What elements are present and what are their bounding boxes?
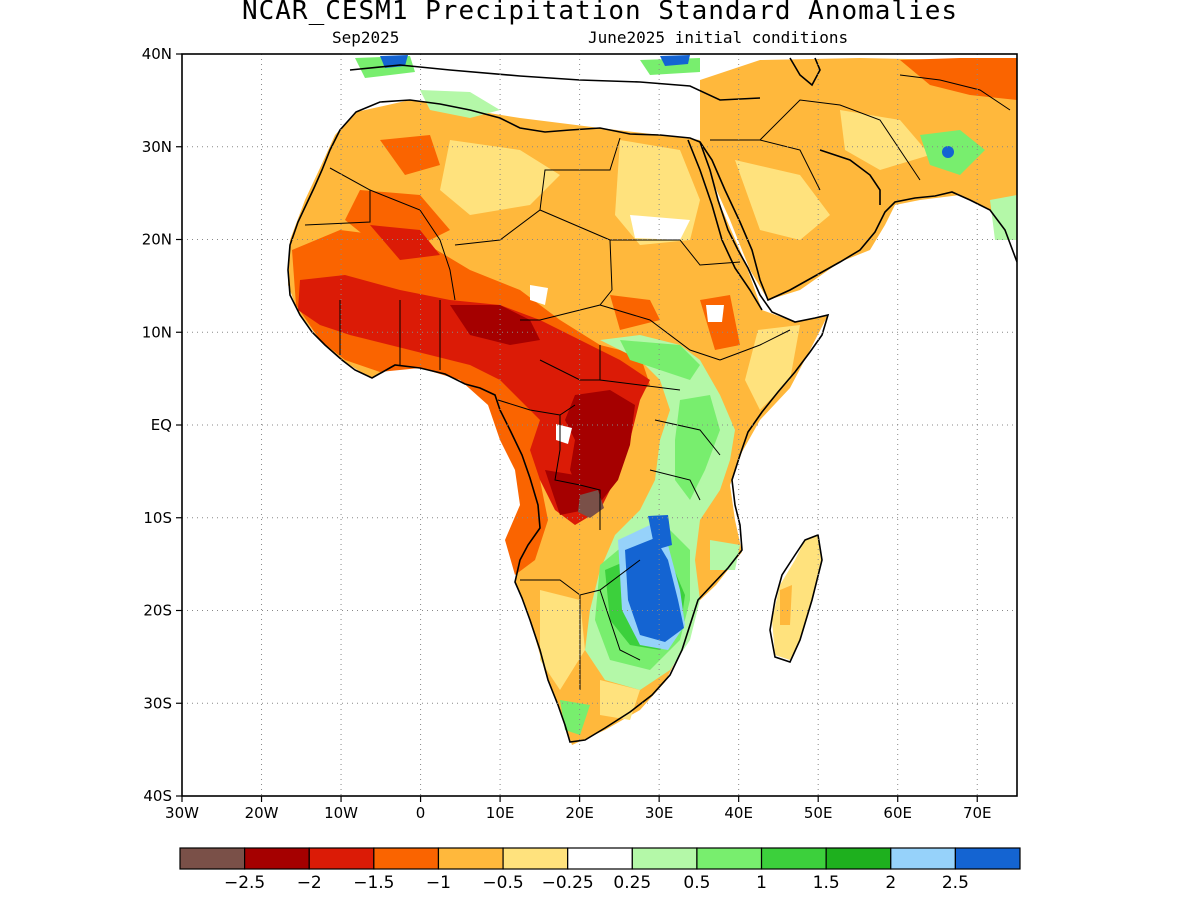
persian-gulf-coast <box>819 149 881 205</box>
colorbar-label: −2 <box>297 873 322 893</box>
arabia-anomaly-base <box>700 58 1017 300</box>
colorbar-swatch <box>373 847 440 870</box>
colorbar-swatch <box>696 847 763 870</box>
lon-tick-label: 70E <box>963 804 992 822</box>
blue-patches <box>380 55 954 650</box>
colorbar-swatch <box>825 847 892 870</box>
colorbar-label: 2 <box>885 873 896 893</box>
colorbar-label: 0.5 <box>683 873 710 893</box>
lon-tick-label: 60E <box>883 804 912 822</box>
colorbar-label: −1 <box>426 873 451 893</box>
colorbar-swatch <box>244 847 310 870</box>
anomaly-field <box>288 55 1017 745</box>
caspian-coast <box>789 57 821 87</box>
initial-conditions: June2025 initial conditions <box>588 28 849 47</box>
lon-tick-label: 30W <box>165 804 199 822</box>
colorbar-label: −1.5 <box>353 873 394 893</box>
lon-tick-label: 50E <box>804 804 833 822</box>
lon-tick-label: 10W <box>324 804 358 822</box>
yellow-patches <box>440 110 930 720</box>
lat-tick-label: 30S <box>143 694 172 712</box>
lat-tick-label: 40N <box>142 45 172 63</box>
white-gaps <box>530 215 724 444</box>
colorbar-swatch <box>631 847 698 870</box>
forecast-month: Sep2025 <box>332 28 400 47</box>
colorbar-swatch <box>954 847 1021 870</box>
lat-tick-label: 10S <box>143 509 172 527</box>
map-title: NCAR_CESM1 Precipitation Standard Anomal… <box>241 0 959 26</box>
colorbar-swatch <box>890 847 956 870</box>
lat-tick-label: EQ <box>151 416 172 434</box>
colorbar-swatch <box>502 847 569 870</box>
madagascar-coastline <box>769 533 823 663</box>
lon-tick-label: 10E <box>486 804 515 822</box>
madagascar-anomaly-core <box>780 585 792 625</box>
colorbar-label: 2.5 <box>942 873 969 893</box>
lon-tick-label: 20W <box>245 804 279 822</box>
lat-tick-label: 30N <box>142 138 172 156</box>
lon-tick-label: 20E <box>565 804 594 822</box>
lat-tick-label: 20S <box>143 602 172 620</box>
madagascar-anomaly <box>772 535 822 660</box>
country-borders <box>304 74 1011 690</box>
red-patches <box>298 225 650 525</box>
lat-tick-label: 40S <box>143 787 172 805</box>
lon-axis: 30W 20W 10W 0 10E 20E 30E 40E 50E 60E 70E <box>165 796 992 822</box>
colorbar-swatch <box>308 847 375 870</box>
colorbar-swatch <box>760 847 827 870</box>
colorbar-label: 0.25 <box>613 873 651 893</box>
dark-red-patches <box>450 305 635 515</box>
colorbar-label: −2.5 <box>224 873 265 893</box>
colorbar-label: 1.5 <box>813 873 840 893</box>
lat-tick-label: 20N <box>142 231 172 249</box>
arabia-coastline <box>699 141 1017 302</box>
colorbar-label: 1 <box>756 873 767 893</box>
lat-tick-label: 10N <box>142 323 172 341</box>
colorbar: −2.5 −2 −1.5 −1 −0.5 −0.25 0.25 0.5 1 1.5 2 2.5 <box>179 847 1021 893</box>
brown-patch <box>578 490 604 518</box>
colorbar-swatch <box>437 847 504 870</box>
colorbar-swatch <box>179 847 246 870</box>
colorbar-swatch <box>567 847 633 870</box>
africa-coastline <box>287 99 830 743</box>
colorbar-label: −0.25 <box>542 873 594 893</box>
lon-tick-label: 0 <box>416 804 426 822</box>
colorbar-label: −0.5 <box>482 873 523 893</box>
lon-tick-label: 30E <box>645 804 674 822</box>
lat-axis: 40N 30N 20N 10N EQ 10S 20S 30S 40S <box>142 45 182 805</box>
gridlines <box>182 54 1017 796</box>
lon-tick-label: 40E <box>724 804 753 822</box>
